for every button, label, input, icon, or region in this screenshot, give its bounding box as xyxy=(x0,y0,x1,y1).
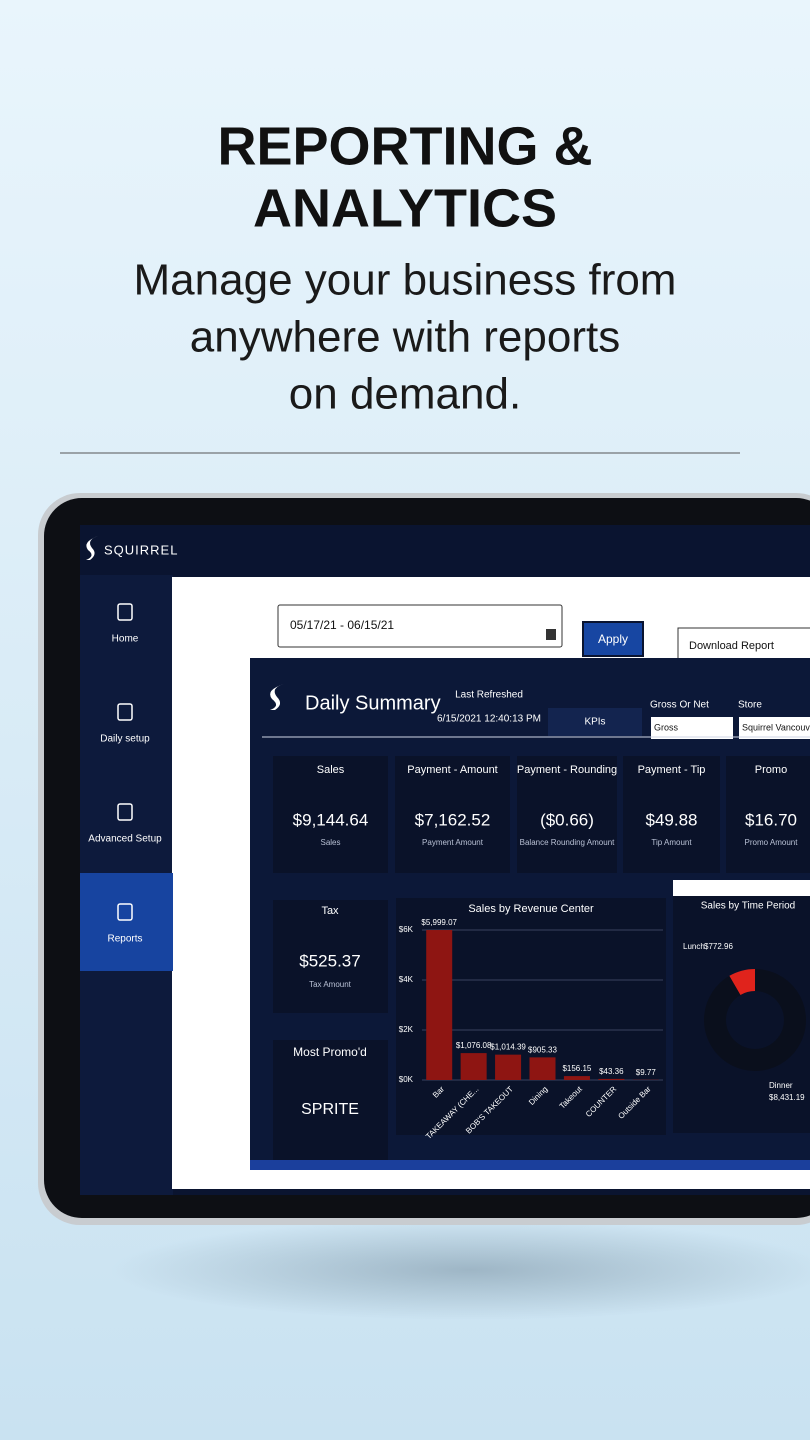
kpi-title: Payment - Amount xyxy=(407,764,498,776)
subtitle: anywhere with reports xyxy=(190,313,620,362)
shadow xyxy=(110,1220,810,1320)
bar xyxy=(460,1053,487,1080)
bar-value-label: $5,999.07 xyxy=(421,918,457,927)
kpi-card xyxy=(395,756,510,873)
donut-slice xyxy=(704,969,806,1071)
nav-icon xyxy=(117,603,133,621)
refresh-label: Last Refreshed xyxy=(455,690,523,701)
bar-title: Sales by Revenue Center xyxy=(468,903,594,915)
kpi-value: $9,144.64 xyxy=(293,810,369,829)
donut-toolbar xyxy=(673,880,810,896)
brand: SQUIRREL xyxy=(104,542,178,557)
bar xyxy=(495,1054,522,1080)
dashboard-border xyxy=(250,1160,810,1170)
donut-value-label: $772.96 xyxy=(704,942,733,951)
kpi-card xyxy=(273,756,388,873)
kpi-caption: Tip Amount xyxy=(651,838,692,847)
download-select[interactable] xyxy=(677,627,810,663)
promo-value: SPRITE xyxy=(301,1101,359,1118)
bar-value-label: $1,014.39 xyxy=(490,1043,526,1052)
brand-logo xyxy=(86,536,98,560)
filter-value: Gross xyxy=(654,722,679,732)
promo-title: Most Promo'd xyxy=(293,1045,367,1059)
apply-button[interactable] xyxy=(582,621,644,657)
kpi-title: Sales xyxy=(317,764,345,776)
nav-active xyxy=(80,873,173,971)
nav-icon xyxy=(117,703,133,721)
kpi-caption: Payment Amount xyxy=(422,838,484,847)
filter-select[interactable] xyxy=(651,717,733,739)
dashboard-title: Daily Summary xyxy=(305,692,441,714)
bar-value-label: $1,076.08 xyxy=(456,1041,492,1050)
filter-label: Store xyxy=(738,700,762,711)
ui: REPORTING &ANALYTICS Manage your business… xyxy=(80,116,810,1170)
donut-title: Sales by Time Period xyxy=(701,901,796,912)
kpis-label: KPIs xyxy=(584,717,605,728)
nav-icon xyxy=(117,803,133,821)
kpis-button[interactable] xyxy=(548,708,642,736)
subtitle: Manage your business from xyxy=(134,256,677,305)
headline: ANALYTICS xyxy=(253,178,557,238)
kpi-title: Promo xyxy=(755,764,787,776)
calendar-icon xyxy=(546,629,556,640)
y-tick-label: $2K xyxy=(399,1025,414,1034)
kpi-card xyxy=(517,756,617,873)
kpi-caption: Balance Rounding Amount xyxy=(520,838,616,847)
donut-slice xyxy=(729,969,756,996)
donut-value-label: $8,431.19 xyxy=(769,1093,805,1102)
kpi-title: Payment - Rounding xyxy=(517,764,617,776)
kpi-value: $7,162.52 xyxy=(415,810,491,829)
subtitle: on demand. xyxy=(289,370,521,419)
headline: REPORTING & xyxy=(217,116,592,176)
download-label: Download Report xyxy=(689,640,774,652)
promo-card xyxy=(273,1040,388,1160)
nav-icon xyxy=(117,903,133,921)
tax-caption: Tax Amount xyxy=(309,980,352,989)
kpi-value: $16.70 xyxy=(745,810,797,829)
apply-label: Apply xyxy=(598,632,628,646)
date-range: 05/17/21 - 06/15/21 xyxy=(290,618,394,632)
filter-label: Gross Or Net xyxy=(650,700,709,711)
y-tick-label: $6K xyxy=(399,925,414,934)
tax-card xyxy=(273,900,388,1013)
kpi-card xyxy=(623,756,720,873)
bar xyxy=(563,1076,590,1080)
date-input[interactable] xyxy=(277,604,563,648)
dashboard-logo xyxy=(270,684,284,710)
bar xyxy=(598,1078,625,1080)
bar-value-label: $9.77 xyxy=(636,1068,657,1077)
kpi-value: $49.88 xyxy=(646,810,698,829)
tax-title: Tax xyxy=(321,905,339,917)
bar xyxy=(426,930,453,1080)
bar-value-label: $905.33 xyxy=(528,1045,557,1054)
y-tick-label: $0K xyxy=(399,1075,414,1084)
bar-value-label: $156.15 xyxy=(562,1064,591,1073)
refresh-time: 6/15/2021 12:40:13 PM xyxy=(437,714,541,725)
nav-item[interactable]: Advanced Setup xyxy=(88,834,162,845)
tax-value: $525.37 xyxy=(299,951,360,970)
kpi-caption: Promo Amount xyxy=(745,838,799,847)
filter-value: Squirrel Vancouv... xyxy=(742,722,810,732)
donut-category: Lunch xyxy=(683,942,705,951)
filter-select[interactable] xyxy=(739,717,810,739)
kpi-value: ($0.66) xyxy=(540,810,594,829)
bar xyxy=(529,1057,556,1080)
kpi-caption: Sales xyxy=(320,838,340,847)
y-tick-label: $4K xyxy=(399,975,414,984)
kpi-card xyxy=(726,756,810,873)
nav-item[interactable]: Reports xyxy=(107,934,142,945)
nav-item[interactable]: Daily setup xyxy=(100,734,150,745)
kpi-title: Payment - Tip xyxy=(638,764,706,776)
bar-value-label: $43.36 xyxy=(599,1067,624,1076)
donut-category: Dinner xyxy=(769,1081,793,1090)
nav-item[interactable]: Home xyxy=(112,634,139,645)
